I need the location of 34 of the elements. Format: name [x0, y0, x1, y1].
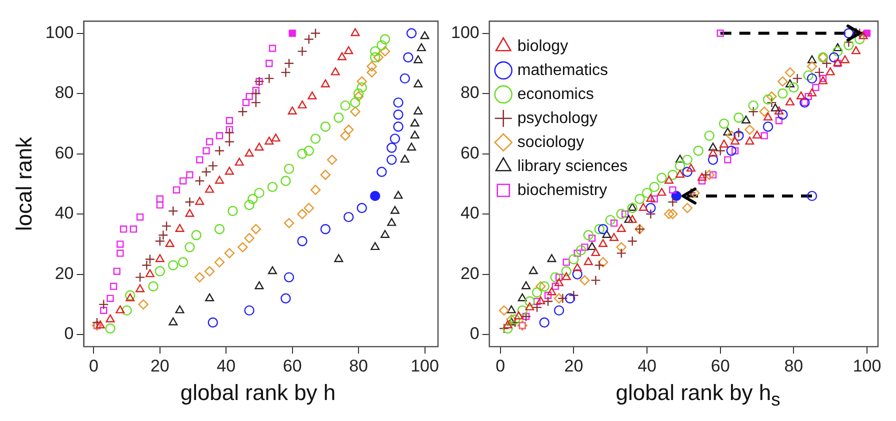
y-tick-label: 0	[470, 324, 480, 344]
y-tick-label: 100	[45, 22, 74, 42]
legend-label: economics	[517, 86, 594, 103]
y-tick-label: 40	[54, 204, 74, 223]
y-tick-label: 80	[54, 83, 74, 102]
legend-label: psychology	[517, 110, 598, 127]
x-tick-label: 100	[410, 356, 439, 376]
y-tick-label: 0	[64, 324, 74, 344]
y-tick-label: 100	[450, 22, 480, 42]
x-axis-title: global rank by h$_{s}$	[614, 380, 782, 410]
x-tick-label: 0	[496, 356, 506, 376]
x-tick-label: 40	[638, 356, 656, 376]
x-tick-label: 40	[216, 356, 236, 376]
legend-label: biology	[517, 38, 568, 55]
legend-label: biochemistry	[517, 182, 608, 199]
y-tick-label: 80	[460, 83, 480, 102]
y-tick-label: 60	[460, 143, 480, 162]
x-tick-label: 0	[88, 356, 98, 376]
x-axis-title: global rank by h	[179, 380, 337, 406]
legend-label: library sciences	[517, 158, 628, 175]
x-tick-label: 60	[282, 356, 302, 376]
x-tick-label: 80	[784, 356, 804, 376]
x-tick-label: 60	[710, 356, 730, 376]
y-tick-label: 20	[460, 264, 480, 283]
x-tick-label: 20	[564, 356, 584, 376]
legend-label: sociology	[517, 134, 584, 151]
x-tick-label: 20	[150, 356, 170, 376]
y-tick-label: 40	[460, 204, 480, 223]
x-tick-label: 100	[852, 356, 882, 376]
y-axis-title: local rank	[11, 136, 36, 231]
x-tick-label: 80	[349, 356, 368, 376]
y-tick-label: 20	[54, 264, 74, 283]
y-tick-label: 60	[54, 143, 74, 162]
legend-label: mathematics	[517, 62, 608, 79]
